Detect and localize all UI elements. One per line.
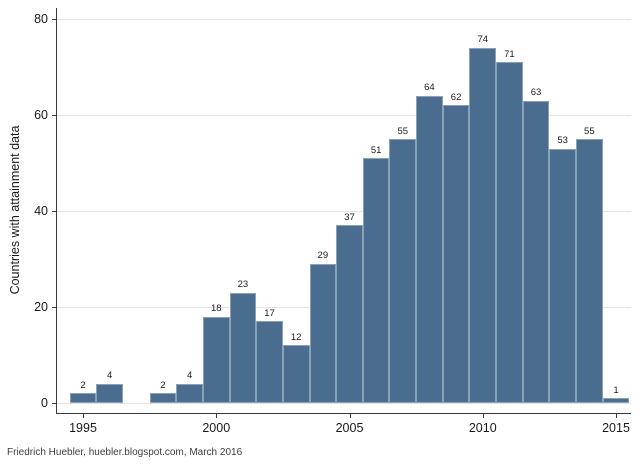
bar-value-label: 4 — [106, 370, 113, 382]
bar — [336, 225, 363, 403]
gridline — [57, 19, 631, 20]
bar — [176, 383, 203, 403]
x-tick — [482, 412, 484, 418]
bar — [282, 345, 310, 403]
y-tick — [52, 211, 57, 212]
gridline — [57, 115, 631, 116]
bar — [256, 321, 283, 403]
y-tick-label: 60 — [34, 108, 48, 122]
bar-value-label: 2 — [80, 379, 86, 391]
bar-value-label: 53 — [557, 135, 568, 147]
bar — [149, 393, 177, 403]
x-tick — [83, 412, 84, 418]
bar-value-label: 37 — [344, 211, 355, 223]
bar-value-label: 2 — [160, 379, 166, 391]
x-tick-label: 2000 — [202, 421, 231, 435]
bar-value-label: 74 — [477, 34, 489, 46]
bar-value-label: 1 — [613, 384, 619, 396]
y-tick-label: 40 — [34, 204, 48, 218]
y-tick-label: 0 — [41, 396, 48, 410]
bar-value-label: 51 — [370, 144, 382, 156]
bar — [496, 62, 523, 403]
bar-value-label: 64 — [424, 82, 435, 94]
bar — [416, 95, 443, 403]
y-tick-label: 20 — [34, 300, 48, 314]
source-note: Friedrich Huebler, huebler.blogspot.com,… — [7, 447, 243, 458]
x-tick-label: 2015 — [602, 421, 630, 435]
gridline — [57, 211, 631, 212]
bar — [309, 263, 337, 403]
bar-value-label: 17 — [264, 307, 275, 319]
bar-value-label: 63 — [530, 87, 542, 99]
x-tick — [216, 412, 218, 418]
bar-value-label: 55 — [584, 125, 595, 137]
bar-value-label: 12 — [290, 331, 302, 343]
bar — [69, 393, 97, 403]
x-axis-line — [56, 412, 631, 414]
bar — [522, 100, 550, 403]
x-tick — [616, 412, 617, 418]
x-tick-label: 2005 — [335, 421, 364, 435]
y-tick-label: 80 — [34, 12, 48, 26]
gridline — [57, 403, 631, 404]
y-axis-line — [56, 8, 57, 414]
y-tick — [52, 403, 57, 404]
bar-value-label: 29 — [317, 250, 329, 262]
x-tick — [349, 412, 351, 418]
bar — [96, 383, 123, 403]
bar — [576, 139, 603, 403]
bar — [389, 139, 417, 403]
bar — [202, 316, 230, 403]
bar-value-label: 23 — [237, 279, 249, 291]
y-tick — [52, 115, 57, 116]
bar — [229, 292, 257, 403]
bar — [549, 148, 576, 403]
x-tick-label: 2010 — [468, 421, 497, 435]
y-tick — [52, 307, 57, 308]
bar — [362, 158, 390, 403]
bar-value-label: 71 — [504, 48, 515, 60]
bar — [469, 47, 497, 403]
bar — [442, 105, 470, 403]
bar-value-label: 18 — [210, 303, 222, 315]
bar-value-label: 55 — [397, 125, 409, 137]
bar-value-label: 4 — [186, 370, 193, 382]
x-tick-label: 1995 — [69, 421, 97, 435]
bar — [602, 398, 630, 403]
bar-value-label: 62 — [450, 91, 462, 103]
y-tick — [52, 19, 57, 20]
